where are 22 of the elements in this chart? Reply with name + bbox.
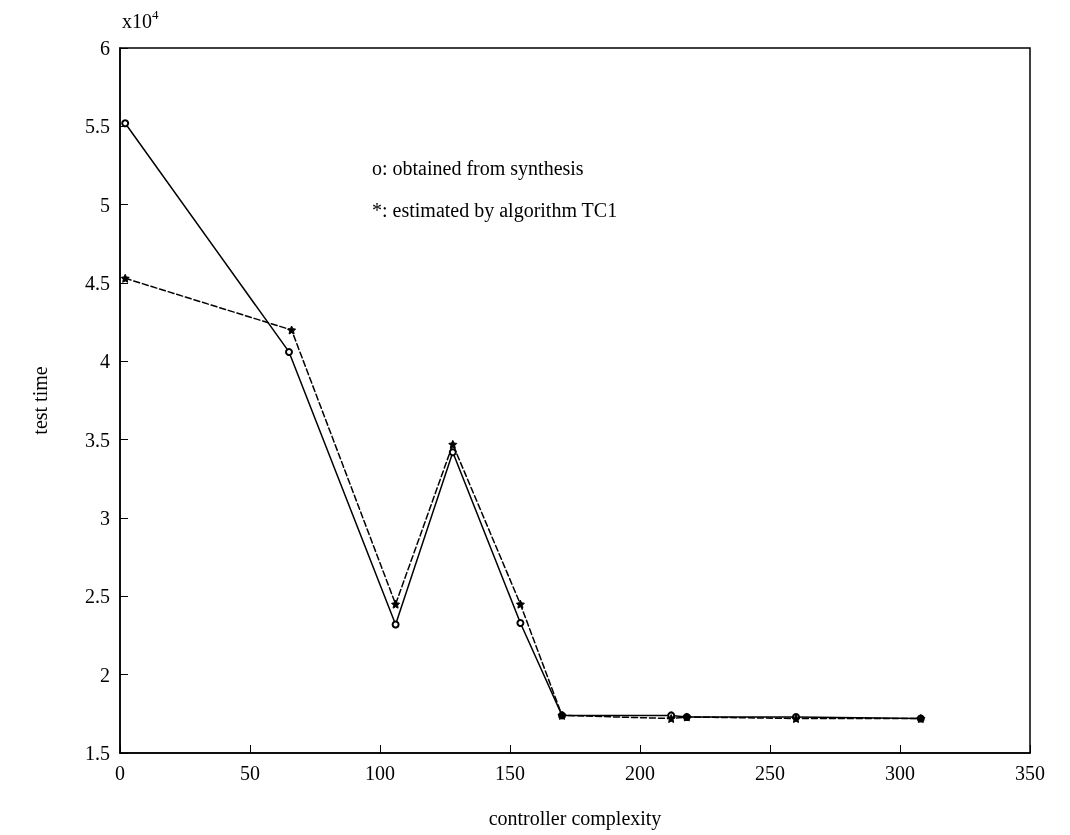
x-tick-label: 50 (240, 762, 260, 784)
y-tick-label: 3 (100, 507, 110, 529)
y-tick-label: 5.5 (85, 115, 110, 138)
annotation: *: estimated by algorithm TC1 (372, 199, 618, 222)
y-tick-label: 2.5 (85, 585, 110, 608)
x-tick-label: 100 (365, 762, 395, 784)
y-tick-label: 4 (100, 350, 110, 373)
x-tick-label: 350 (1015, 762, 1045, 784)
y-tick-label: 3.5 (85, 428, 110, 451)
annotation: o: obtained from synthesis (372, 157, 584, 180)
y-tick-label: 4.5 (85, 272, 110, 294)
y-tick-label: 6 (100, 37, 110, 59)
x-tick-label: 200 (625, 762, 655, 784)
y-axis-title: test time (29, 366, 51, 435)
y-tick-label: 2 (100, 663, 110, 686)
x-tick-label: 300 (885, 762, 915, 784)
y-tick-label: 5 (100, 193, 110, 216)
x-tick-label: 250 (755, 762, 785, 784)
x-tick-label: 150 (495, 762, 525, 784)
y-tick-label: 1.5 (85, 742, 110, 764)
x-axis-title: controller complexity (488, 807, 662, 830)
x-tick-label: 0 (115, 762, 125, 784)
